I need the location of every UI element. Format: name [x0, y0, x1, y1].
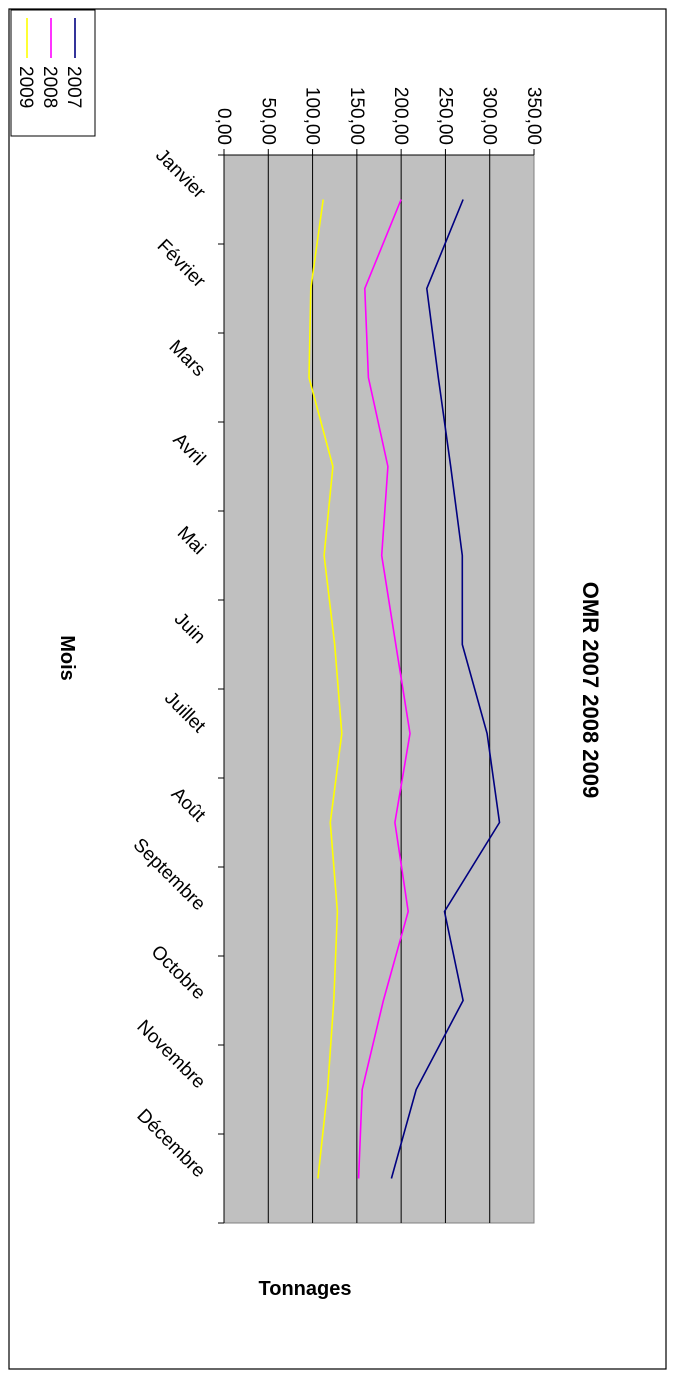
y-tick-label: 50,00: [257, 97, 278, 145]
y-tick-label: 100,00: [302, 87, 323, 145]
series-line-2007: [390, 199, 501, 1179]
y-tick-label: 200,00: [390, 87, 411, 145]
y-tick-label: 300,00: [479, 87, 500, 145]
chart-title: OMR 2007 2008 2009: [578, 582, 603, 799]
legend-label-2009: 2009: [15, 66, 36, 108]
legend-label-2007: 2007: [63, 66, 84, 108]
y-tick-label: 150,00: [346, 87, 367, 145]
legend-box: [10, 9, 96, 137]
y-axis-tick-labels: 0,00 50,00 100,00 150,00 200,00 250,00 300,00 3…: [213, 87, 544, 155]
plot-area: [223, 154, 535, 1224]
series-line-2009: [308, 199, 343, 1179]
plot-background: [223, 154, 535, 1224]
y-axis-title: Tonnages: [259, 1278, 352, 1300]
legend-label-2008: 2008: [39, 66, 60, 108]
y-tick-label: 350,00: [523, 87, 544, 145]
series-line-2008: [357, 199, 411, 1179]
x-axis-title: Mois: [56, 635, 78, 681]
y-tick-label: 250,00: [434, 87, 455, 145]
y-tick-label: 0,00: [213, 108, 234, 145]
